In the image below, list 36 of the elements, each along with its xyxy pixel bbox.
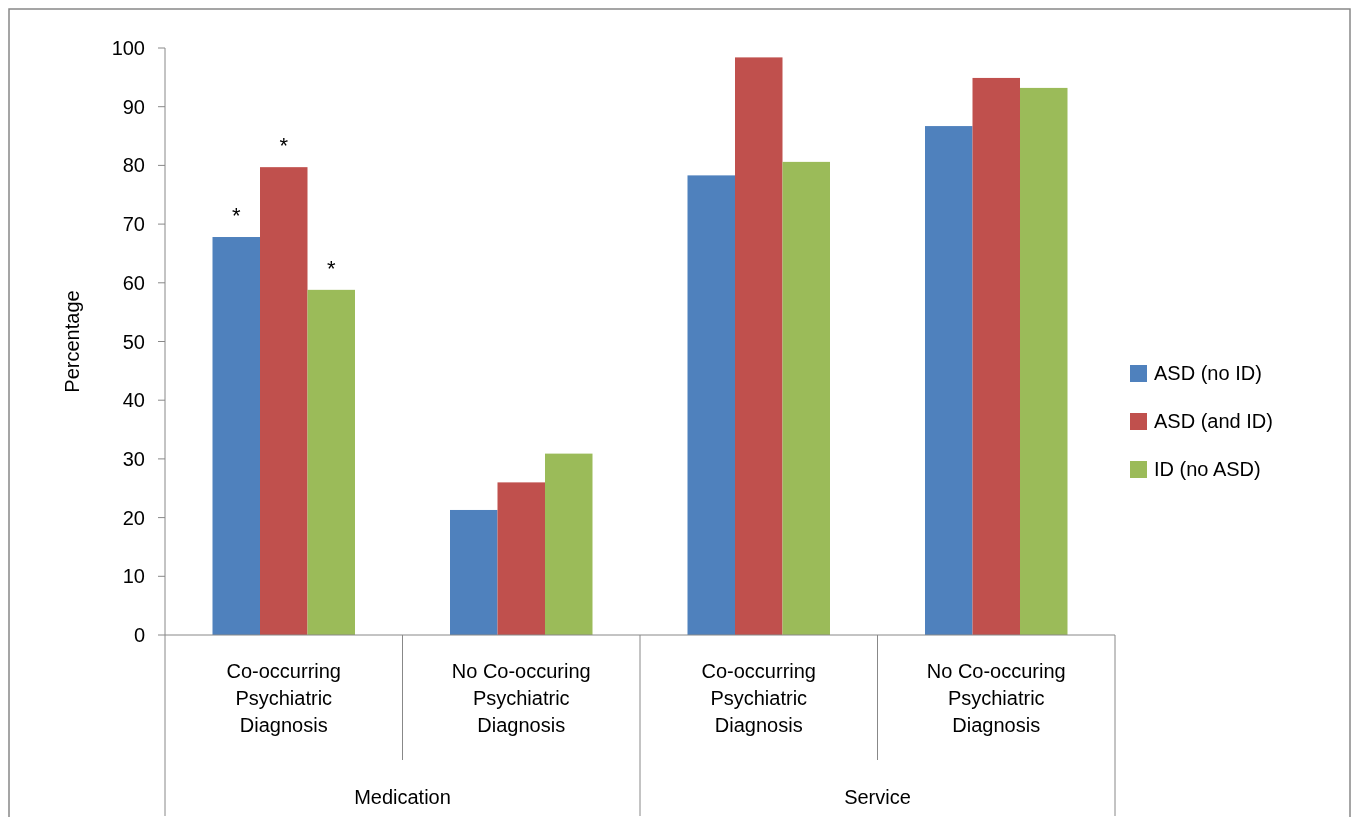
bar xyxy=(1020,87,1068,635)
y-axis-title: Percentage xyxy=(61,290,83,393)
x-tick-label: Co-occurring Psychiatric Diagnosis xyxy=(226,660,341,736)
bar xyxy=(545,453,593,635)
x-tick-label: Co-occurring Psychiatric Diagnosis xyxy=(701,660,816,736)
y-tick-label: 10 xyxy=(122,565,145,588)
legend-label: ID (no ASD) xyxy=(1154,458,1261,480)
y-tick-label: 70 xyxy=(122,213,145,236)
bar xyxy=(212,237,260,635)
y-tick-label: 50 xyxy=(122,330,145,353)
bar xyxy=(307,289,355,635)
bar xyxy=(782,161,830,635)
y-tick-label: 30 xyxy=(122,447,145,470)
y-tick-label: 60 xyxy=(122,271,145,294)
data-label: * xyxy=(231,203,241,229)
bar xyxy=(925,126,973,635)
y-tick-label: 40 xyxy=(122,389,145,412)
bar xyxy=(735,57,783,635)
legend-label: ASD (and ID) xyxy=(1154,410,1273,432)
legend-label: ASD (no ID) xyxy=(1154,362,1262,384)
bar xyxy=(450,509,498,635)
x-tick-label: No Co-occuring Psychiatric Diagnosis xyxy=(451,660,591,736)
x-tick-label: No Co-occuring Psychiatric Diagnosis xyxy=(926,660,1066,736)
y-tick-label: 100 xyxy=(111,37,145,59)
data-label: * xyxy=(326,255,336,281)
bar xyxy=(497,482,545,635)
text: Medication xyxy=(354,786,451,808)
y-tick-label: 90 xyxy=(122,95,145,118)
y-tick-label: 0 xyxy=(133,624,145,646)
bar xyxy=(687,175,735,635)
y-tick-label: 80 xyxy=(122,154,145,177)
data-label: * xyxy=(279,133,289,159)
bar xyxy=(260,167,308,635)
text: Service xyxy=(844,786,911,808)
y-tick-label: 20 xyxy=(122,506,145,529)
bar xyxy=(972,77,1020,635)
